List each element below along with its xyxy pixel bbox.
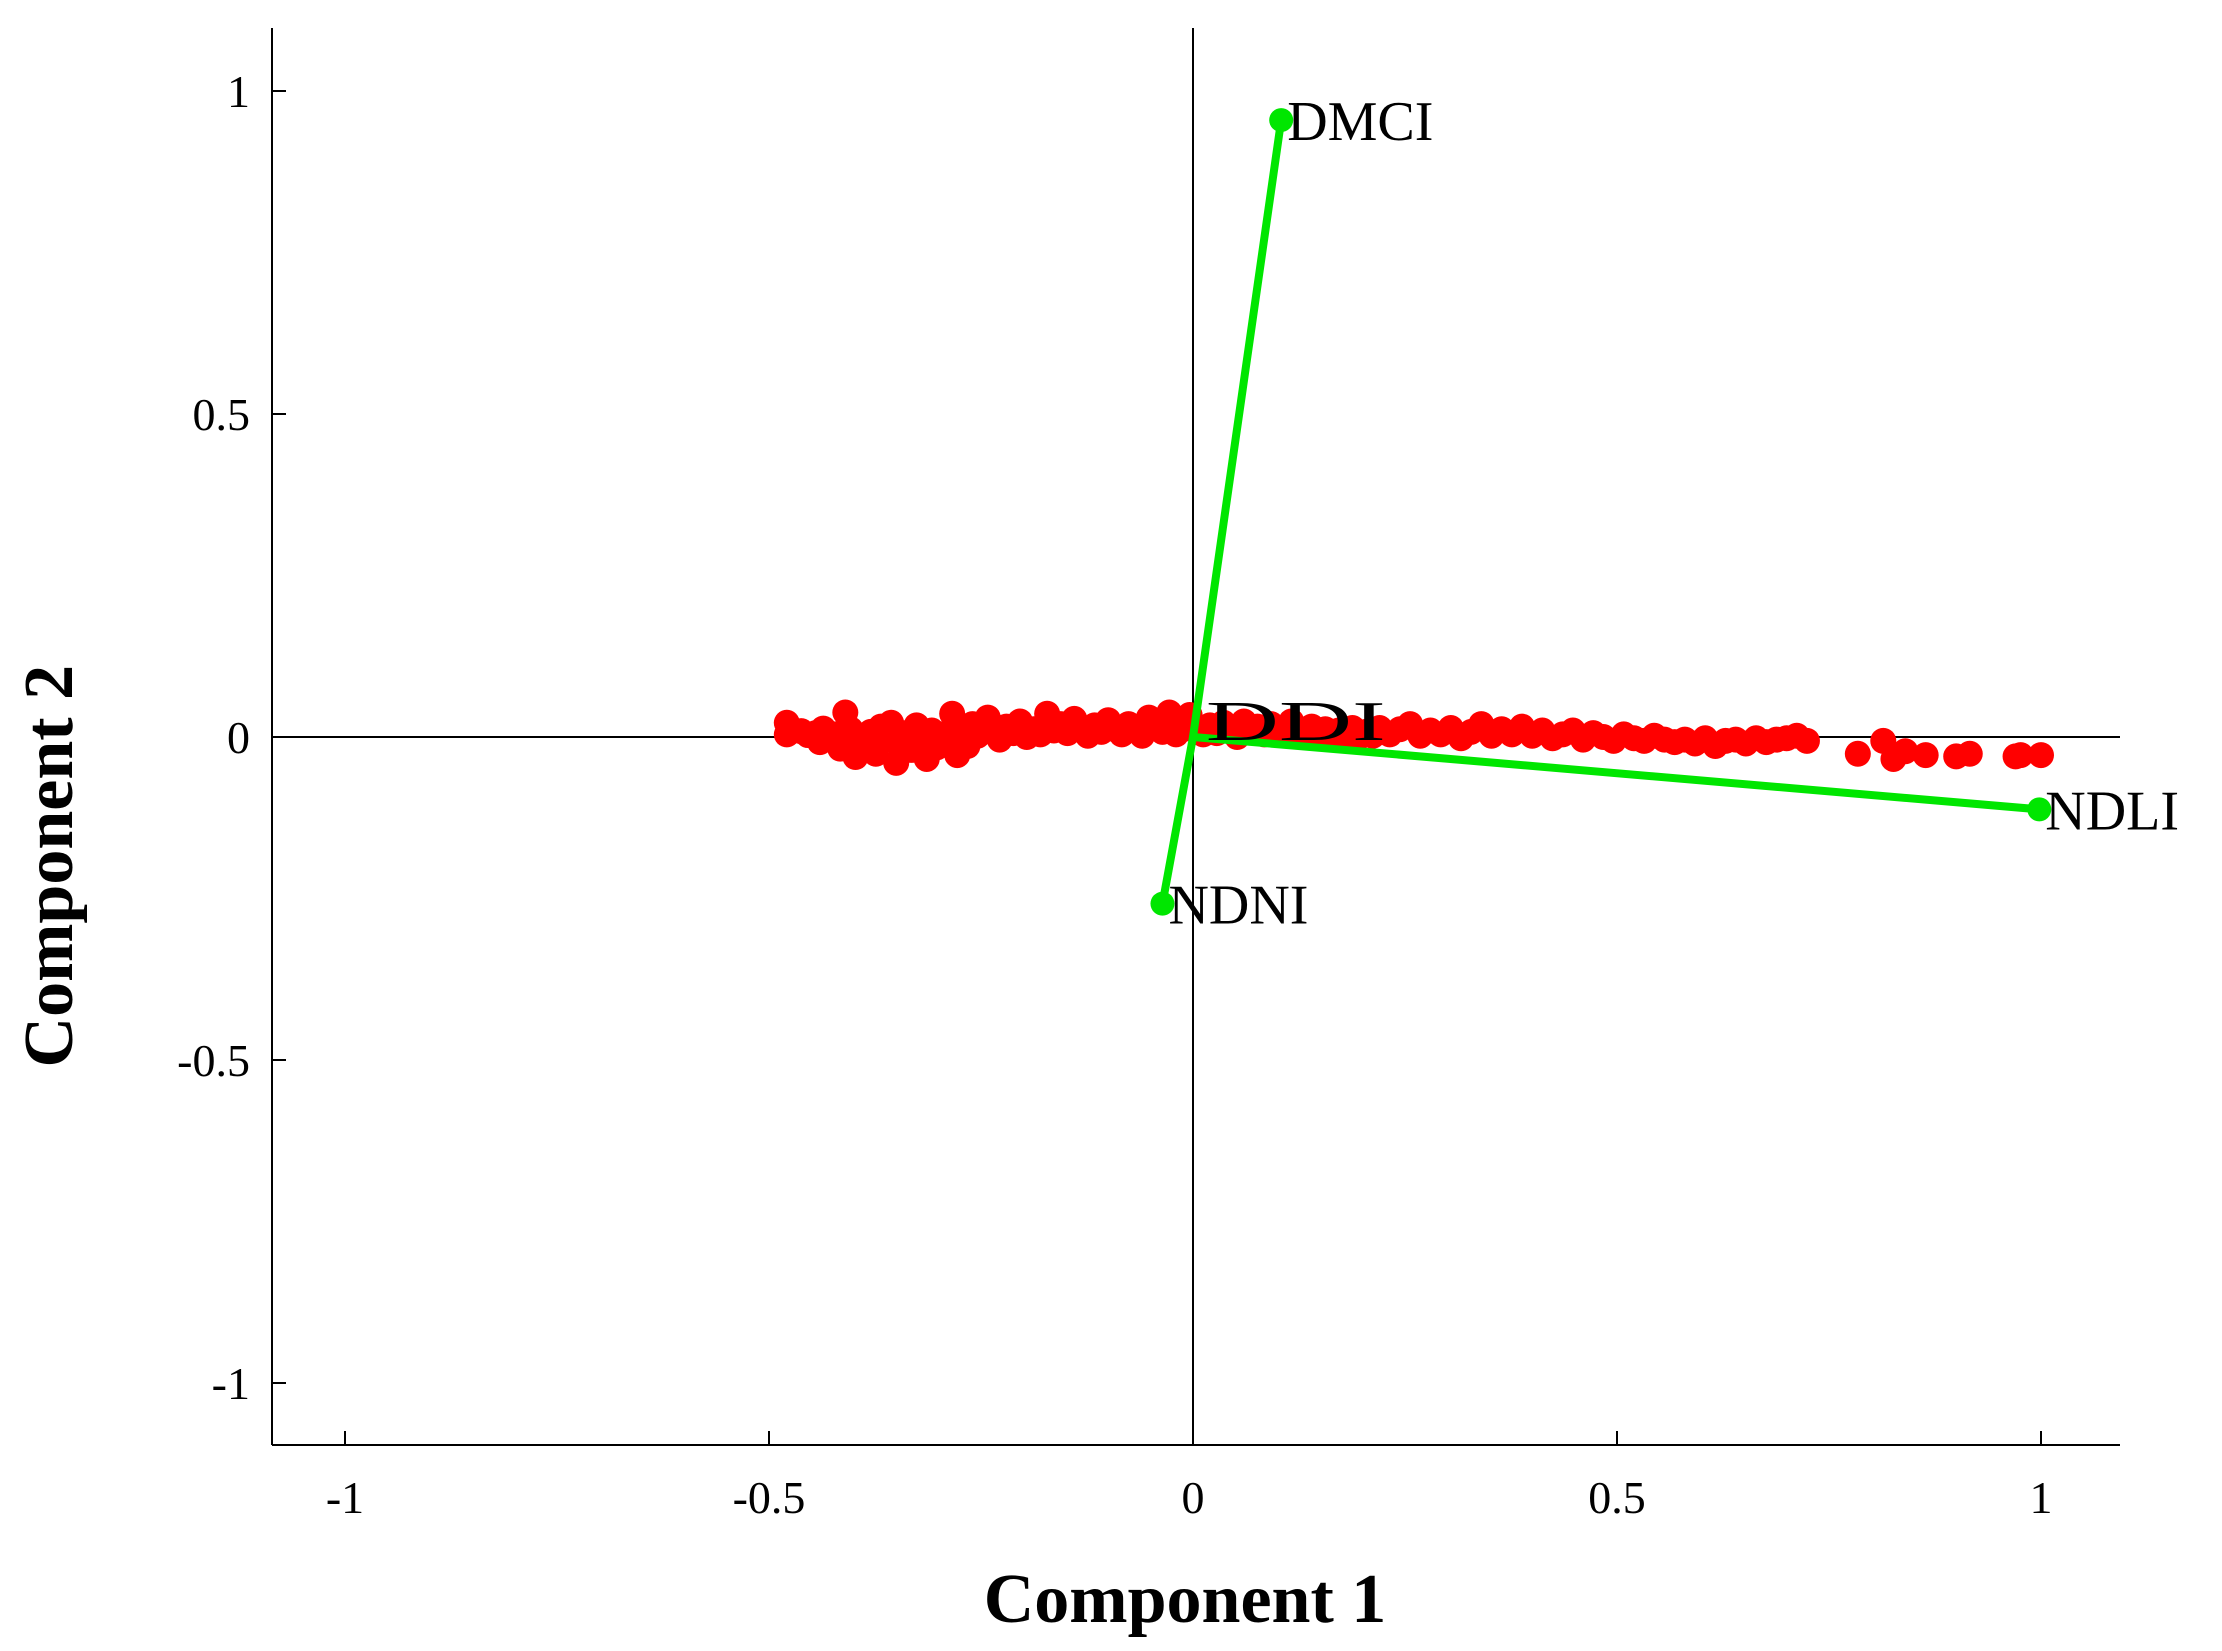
observation-point xyxy=(1793,727,1820,754)
vector-label-dmci: DMCI xyxy=(1287,91,1433,153)
x-tick-label: -0.5 xyxy=(733,1472,806,1523)
vector-tip-ndli xyxy=(2027,797,2052,822)
y-axis-title: Component 2 xyxy=(11,665,88,1068)
loading-vectors: DMCI NDLI NDNI xyxy=(1150,91,2179,937)
y-tick-label: 1 xyxy=(227,66,250,117)
observation-point xyxy=(1912,742,1939,769)
x-axis-ticks: -1 -0.5 0 0.5 1 xyxy=(326,1431,2053,1523)
observation-point xyxy=(2002,743,2029,770)
y-tick-label: -0.5 xyxy=(177,1035,250,1086)
y-tick-label: -1 xyxy=(212,1358,250,1409)
observation-point xyxy=(2028,742,2054,769)
vector-line-ndli xyxy=(1189,733,2044,814)
vector-label-ndni: NDNI xyxy=(1168,875,1308,937)
clustered-vector-label: DDI xyxy=(1206,691,1386,753)
y-tick-label: 0.5 xyxy=(193,389,251,440)
x-tick-label: -1 xyxy=(326,1472,364,1523)
observation-point xyxy=(1956,740,1983,767)
observation-points xyxy=(773,699,2054,776)
y-tick-label: 0 xyxy=(227,712,250,763)
vector-tip-ndni xyxy=(1150,891,1175,916)
x-tick-label: 0 xyxy=(1182,1472,1205,1523)
observation-point xyxy=(1844,740,1871,767)
observation-point xyxy=(1892,738,1919,765)
y-axis-ticks: -1 -0.5 0 0.5 1 xyxy=(177,66,286,1409)
x-tick-label: 0.5 xyxy=(1588,1472,1646,1523)
vector-line-ndni xyxy=(1158,733,1197,908)
x-axis-title: Component 1 xyxy=(984,1561,1387,1638)
vector-label-ndli: NDLI xyxy=(2045,780,2179,842)
x-tick-label: 1 xyxy=(2030,1472,2053,1523)
vector-tip-dmci xyxy=(1269,108,1294,133)
vector-line-dmci xyxy=(1189,116,1286,741)
